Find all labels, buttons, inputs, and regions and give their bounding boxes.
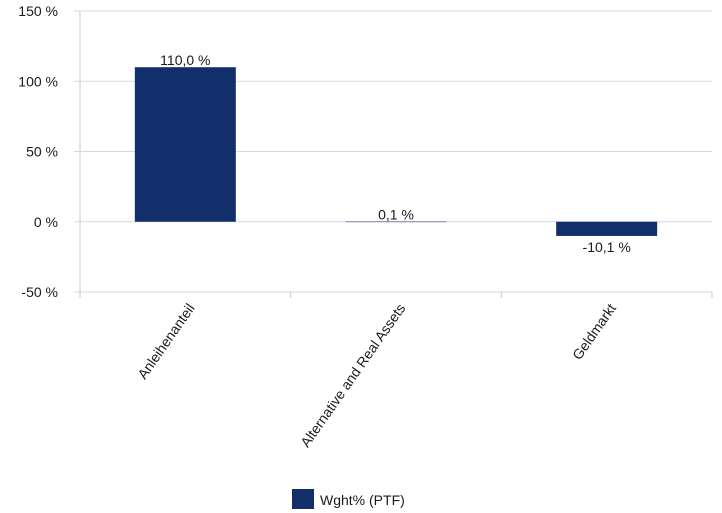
labels-layer: 150 % 100 % 50 % 0 % -50 % 110,0 % Anleihenant…	[18, 3, 630, 450]
category-label: Alternative and Real Assets	[297, 301, 408, 450]
bar	[345, 221, 447, 223]
y-tick-label: 150 %	[18, 3, 58, 19]
data-label: 110,0 %	[160, 52, 210, 68]
y-tick-label: 50 %	[26, 144, 58, 160]
category-label: Geldmarkt	[569, 300, 619, 362]
bars-layer	[134, 67, 658, 236]
y-tick-label: -50 %	[21, 284, 58, 300]
legend: Wght% (PTF)	[292, 489, 405, 509]
bar	[134, 67, 236, 222]
y-tick-label: 100 %	[18, 73, 58, 89]
legend-swatch	[292, 489, 314, 509]
data-label: 0,1 %	[378, 207, 414, 223]
category-label: Anleihenanteil	[134, 301, 198, 382]
y-tick-label: 0 %	[34, 214, 58, 230]
legend-label: Wght% (PTF)	[320, 492, 405, 508]
bar	[556, 221, 658, 236]
data-label: -10,1 %	[583, 239, 631, 255]
